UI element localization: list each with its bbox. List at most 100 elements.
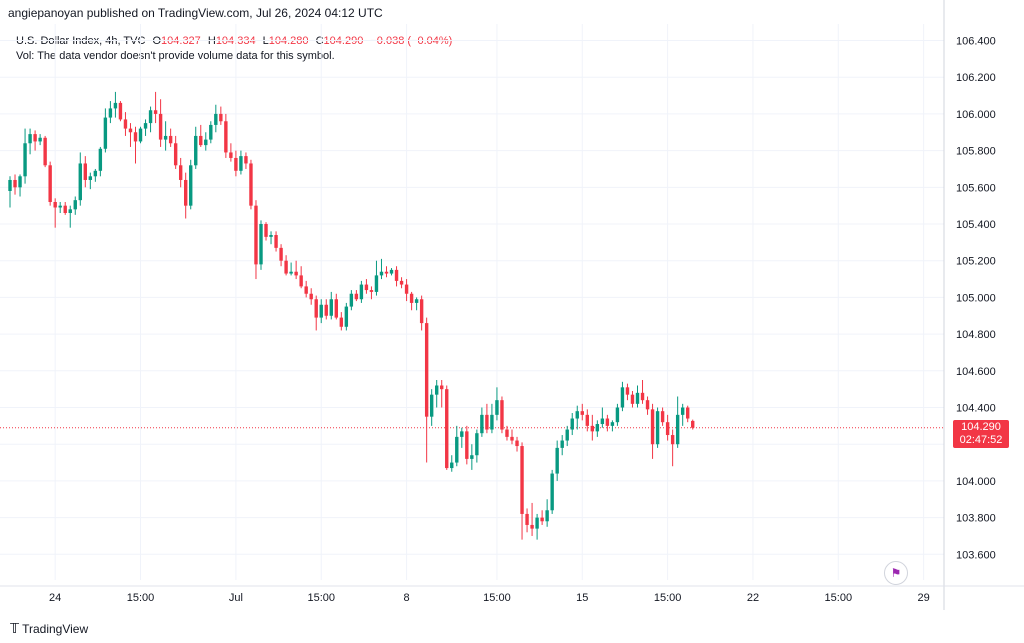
- candle-body: [419, 299, 424, 324]
- candle-body: [470, 455, 474, 459]
- candle-body: [610, 422, 615, 426]
- candle-body: [339, 317, 344, 327]
- candle-body: [274, 235, 278, 248]
- candle-body: [550, 473, 554, 511]
- candle-body: [229, 152, 233, 158]
- candle-body: [48, 165, 52, 202]
- candle-body: [595, 424, 600, 432]
- candle-body: [294, 271, 298, 276]
- candle-body: [329, 299, 333, 316]
- x-tick-label: 15:00: [654, 592, 682, 604]
- candle-body: [535, 517, 539, 529]
- candle-body: [68, 209, 72, 214]
- candle-body: [249, 163, 253, 206]
- brand-name: TradingView: [22, 622, 89, 636]
- bar-countdown: 02:47:52: [959, 433, 1003, 446]
- candle-body: [148, 110, 153, 124]
- candle-body: [600, 418, 605, 425]
- candle-body: [465, 431, 469, 459]
- candle-body: [349, 293, 354, 307]
- candle-body: [525, 513, 529, 525]
- candle-body: [78, 163, 82, 201]
- candle-body: [354, 293, 359, 300]
- candle-body: [580, 411, 584, 415]
- x-tick-label: 24: [49, 592, 61, 604]
- candle-body: [204, 139, 208, 146]
- candle-body: [123, 119, 128, 129]
- candle-body: [163, 135, 168, 140]
- candle-body: [219, 113, 223, 122]
- candle-body: [259, 224, 263, 265]
- y-tick-label: 105.600: [956, 182, 996, 194]
- publisher-line: angiepanoyan published on TradingView.co…: [8, 6, 383, 20]
- candle-body: [364, 284, 369, 291]
- candle-body: [319, 304, 323, 318]
- candle-body: [560, 440, 564, 448]
- candle-body: [455, 436, 459, 463]
- candle-body: [58, 205, 62, 208]
- y-tick-label: 105.200: [956, 256, 996, 268]
- candle-body: [500, 400, 504, 430]
- candle-body: [520, 446, 524, 514]
- candle-body: [555, 447, 559, 474]
- candle-body: [475, 433, 479, 456]
- candle-body: [18, 176, 22, 188]
- candle-body: [279, 247, 283, 261]
- candle-body: [28, 134, 32, 144]
- candle-body: [570, 418, 574, 430]
- candle-body: [605, 418, 610, 426]
- y-tick-label: 103.600: [956, 549, 996, 561]
- candle-body: [369, 290, 374, 292]
- candle-body: [540, 517, 544, 522]
- candle-body: [239, 156, 243, 171]
- x-tick-label: 29: [918, 592, 930, 604]
- candle-body: [334, 299, 338, 318]
- candle-body: [445, 389, 449, 469]
- x-tick-label: 15:00: [483, 592, 511, 604]
- candle-body: [645, 400, 650, 410]
- candle-body: [480, 414, 484, 434]
- candle-body: [630, 394, 635, 404]
- x-tick-label: 15:00: [307, 592, 335, 604]
- us-flag-icon[interactable]: ⚑: [884, 561, 908, 585]
- volume-note: Vol: The data vendor doesn't provide vol…: [16, 50, 335, 62]
- candle-body: [113, 102, 118, 109]
- candle-body: [289, 271, 293, 274]
- x-tick-label: 8: [404, 592, 410, 604]
- candle-body: [414, 299, 419, 303]
- candle-body: [309, 293, 313, 300]
- y-tick-label: 106.200: [956, 72, 996, 84]
- candle-body: [38, 137, 42, 142]
- x-tick-label: 15:00: [825, 592, 853, 604]
- candle-body: [13, 179, 17, 188]
- y-tick-label: 105.400: [956, 219, 996, 231]
- candle-body: [284, 260, 288, 274]
- candle-body: [530, 524, 534, 529]
- candle-body: [344, 306, 349, 327]
- candle-body: [194, 135, 198, 166]
- candle-body: [83, 163, 87, 180]
- candle-body: [640, 392, 645, 401]
- candle-body: [133, 132, 138, 142]
- candle-body: [510, 436, 514, 441]
- candle-body: [399, 280, 404, 285]
- candle-body: [138, 128, 143, 142]
- candle-body: [168, 135, 173, 144]
- candle-body: [435, 385, 439, 395]
- candle-body: [379, 271, 384, 276]
- candle-body: [424, 323, 429, 417]
- y-tick-label: 104.000: [956, 476, 996, 488]
- candle-body: [63, 205, 67, 214]
- candle-body: [585, 414, 589, 426]
- candle-body: [214, 113, 218, 125]
- candle-body: [590, 425, 595, 432]
- footer-brand[interactable]: 𝕋 TradingView: [10, 621, 88, 637]
- candle-body: [655, 411, 660, 445]
- last-price-tag: 104.290 02:47:52: [953, 419, 1009, 448]
- candle-body: [620, 387, 625, 408]
- y-tick-label: 103.800: [956, 513, 996, 525]
- y-tick-label: 105.800: [956, 146, 996, 158]
- candle-body: [269, 235, 273, 237]
- candle-body: [244, 156, 248, 164]
